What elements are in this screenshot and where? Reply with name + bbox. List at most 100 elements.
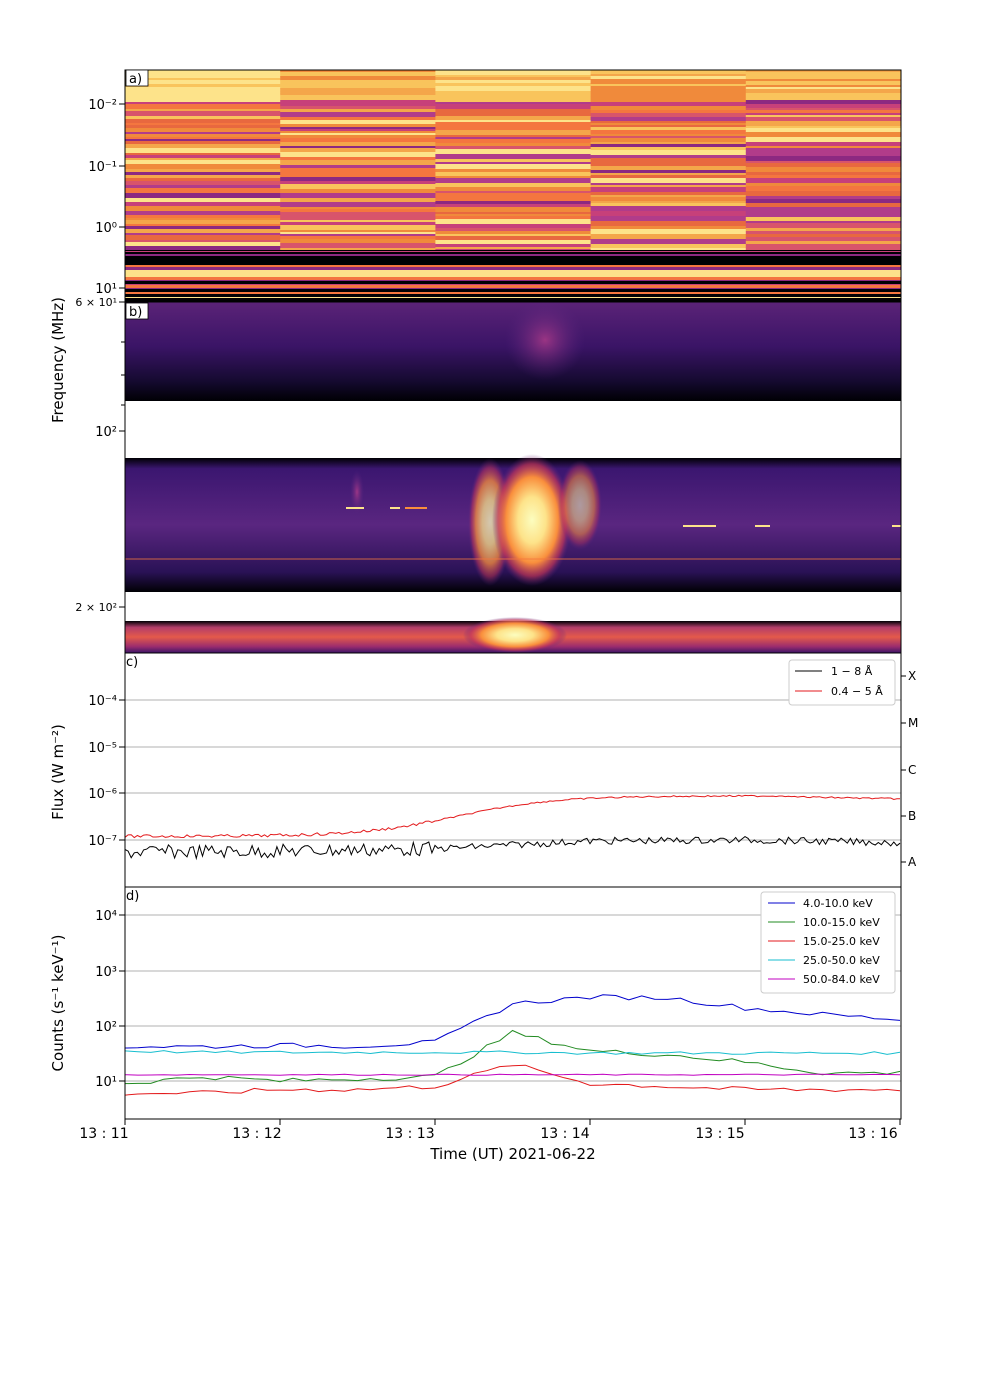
panel-b-ytick: 2 × 10² bbox=[75, 601, 117, 614]
heatmap-cell bbox=[745, 124, 902, 127]
heatmap-cell bbox=[745, 207, 902, 213]
panel-c-ytick: 10⁻⁷ bbox=[88, 834, 117, 849]
heatmap-cell bbox=[125, 102, 281, 105]
heatmap-cell bbox=[280, 95, 436, 101]
heatmap-cell bbox=[435, 154, 592, 160]
heatmap-cell bbox=[125, 78, 281, 81]
heatmap-cell bbox=[590, 123, 747, 126]
heatmap-cell bbox=[435, 231, 592, 235]
heatmap-cell bbox=[435, 86, 592, 89]
heatmap-cell bbox=[745, 113, 902, 116]
heatmap-cell bbox=[125, 132, 281, 135]
heatmap-cell bbox=[590, 201, 747, 204]
heatmap-cell bbox=[125, 280, 901, 281]
heatmap-cell bbox=[435, 216, 592, 220]
heatmap-cell bbox=[125, 220, 281, 225]
panel-c-grid bbox=[125, 699, 901, 841]
heatmap-cell bbox=[745, 128, 902, 133]
legend-label: 4.0-10.0 keV bbox=[803, 897, 873, 910]
heatmap-cell bbox=[125, 155, 281, 159]
heatmap-cell bbox=[435, 236, 592, 241]
count-series-line bbox=[124, 994, 901, 1049]
heatmap-cell bbox=[435, 77, 592, 81]
heatmap-cell bbox=[125, 137, 281, 140]
heatmap-cell bbox=[590, 244, 747, 249]
heatmap-cell bbox=[590, 127, 747, 131]
heatmap-cell bbox=[435, 130, 592, 136]
heatmap-cell bbox=[125, 252, 901, 254]
heatmap-cell bbox=[745, 98, 902, 101]
panel-b-label-box bbox=[125, 302, 149, 320]
heatmap-cell bbox=[745, 117, 902, 122]
heatmap-cell bbox=[590, 117, 747, 122]
heatmap-cell bbox=[745, 175, 902, 179]
heatmap-cell bbox=[280, 142, 436, 147]
heatmap-cell bbox=[435, 137, 592, 140]
heatmap-cell bbox=[125, 224, 281, 227]
heatmap-cell bbox=[590, 70, 747, 75]
goes-class-label: X bbox=[908, 669, 916, 683]
panel-d: d) 10⁴ 10³ 10² 10¹ 4.0-10.0 keV 10.0-15.… bbox=[95, 886, 902, 1120]
heatmap-cell bbox=[590, 197, 747, 202]
legend-label: 0.4 − 5 Å bbox=[831, 685, 883, 698]
heatmap-cell bbox=[125, 123, 281, 126]
heatmap-cell bbox=[280, 232, 436, 235]
heatmap-cell bbox=[745, 237, 902, 240]
heatmap-cell bbox=[125, 70, 281, 74]
heatmap-cell bbox=[590, 183, 747, 186]
heatmap-cell bbox=[125, 73, 281, 76]
heatmap-cell bbox=[280, 239, 436, 244]
heatmap-cell bbox=[745, 156, 902, 162]
heatmap-cell bbox=[125, 242, 281, 247]
heatmap-cell bbox=[125, 298, 901, 299]
heatmap-cell bbox=[590, 140, 747, 143]
heatmap-cell bbox=[745, 93, 902, 99]
heatmap-cell bbox=[435, 214, 592, 217]
heatmap-cell bbox=[590, 229, 747, 235]
heatmap-cell bbox=[125, 218, 281, 221]
heatmap-cell bbox=[125, 134, 281, 138]
heatmap-cell bbox=[435, 96, 592, 100]
panel-b-label: b) bbox=[129, 305, 142, 320]
heatmap-cell bbox=[125, 153, 281, 156]
heatmap-cell bbox=[280, 100, 436, 103]
heatmap-cell bbox=[125, 175, 281, 179]
count-series-line bbox=[124, 1073, 901, 1076]
heatmap-cell bbox=[590, 242, 747, 245]
heatmap-cell bbox=[280, 181, 436, 185]
heatmap-cell bbox=[745, 178, 902, 184]
heatmap-cell bbox=[125, 277, 901, 280]
heatmap-cell bbox=[125, 251, 901, 252]
heatmap-cell bbox=[745, 217, 902, 222]
heatmap-cell bbox=[590, 110, 747, 114]
heatmap-cell bbox=[125, 272, 901, 275]
heatmap-cell bbox=[590, 86, 747, 92]
x-axis-title: Time (UT) 2021-06-22 bbox=[429, 1145, 595, 1163]
heatmap-cell bbox=[125, 172, 281, 176]
panel-d-ytick: 10¹ bbox=[95, 1075, 117, 1090]
heatmap-cell bbox=[745, 172, 902, 176]
heatmap-cell bbox=[745, 89, 902, 94]
heatmap-cell bbox=[435, 240, 592, 245]
heatmap-cell bbox=[745, 212, 902, 218]
heatmap-cell bbox=[745, 126, 902, 129]
heatmap-cell bbox=[435, 247, 592, 250]
heatmap-cell bbox=[435, 135, 592, 138]
heatmap-cell bbox=[745, 142, 902, 147]
heatmap-cell bbox=[590, 74, 747, 77]
heatmap-cell bbox=[745, 148, 902, 153]
heatmap-cell bbox=[590, 76, 747, 80]
heatmap-cell bbox=[745, 137, 902, 143]
heatmap-cell bbox=[280, 173, 436, 178]
heatmap-cell bbox=[125, 98, 281, 103]
heatmap-cell bbox=[435, 176, 592, 179]
heatmap-cell bbox=[435, 164, 592, 170]
panel-c-ytick: 10⁻⁵ bbox=[88, 741, 117, 756]
heatmap-cell bbox=[590, 96, 747, 101]
heatmap-cell bbox=[435, 127, 592, 131]
heatmap-cell bbox=[745, 104, 902, 109]
heatmap-cell bbox=[435, 122, 592, 128]
x-axis: 13 : 11 13 : 12 13 : 13 13 : 14 13 : 15 … bbox=[79, 1119, 901, 1163]
heatmap-cell bbox=[125, 235, 281, 241]
heatmap-cell bbox=[280, 131, 436, 134]
